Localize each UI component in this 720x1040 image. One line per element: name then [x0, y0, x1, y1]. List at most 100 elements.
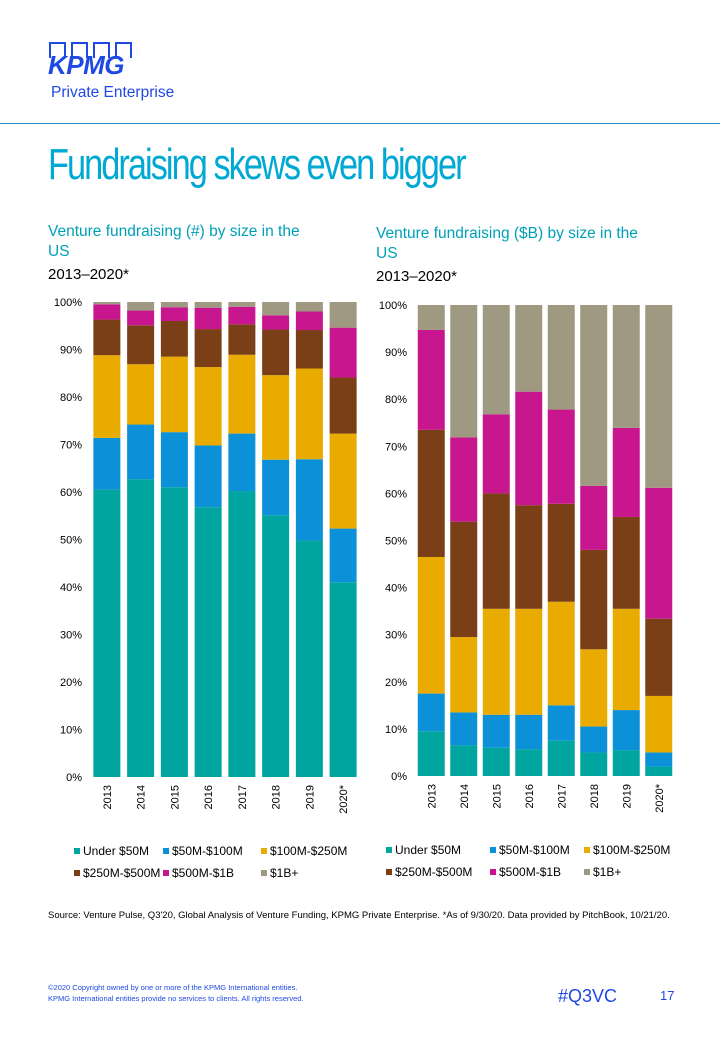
bar-segment	[450, 712, 478, 746]
bar-segment	[450, 745, 478, 776]
bar-segment	[228, 433, 256, 492]
bar-segment	[127, 364, 155, 425]
bar-segment	[645, 618, 673, 696]
bar-segment	[127, 302, 155, 311]
bar-segment	[515, 305, 543, 392]
bar-segment	[547, 601, 575, 706]
bar-segment	[645, 752, 673, 767]
header-divider	[0, 123, 720, 124]
x-tick-label: 2018	[271, 785, 283, 809]
x-tick-label: 2013	[426, 784, 438, 808]
bar-segment	[93, 302, 121, 305]
bar-segment	[262, 459, 290, 516]
x-tick-label: 2019	[621, 784, 633, 808]
bar-segment	[547, 740, 575, 776]
y-tick-label: 80%	[60, 392, 82, 404]
legend-item: $500M-$1B	[490, 865, 561, 879]
bar-segment	[547, 705, 575, 741]
hashtag: #Q3VC	[558, 986, 618, 1006]
bar-segment	[127, 310, 155, 326]
bar-segment	[194, 329, 222, 368]
bar-segment	[612, 750, 640, 776]
legend-item: $250M-$500M	[386, 865, 472, 879]
legend-label: $500M-$1B	[172, 866, 235, 880]
y-tick-label: 40%	[60, 582, 82, 594]
bar-segment	[194, 302, 222, 308]
legend-label: $1B+	[593, 865, 622, 879]
bar-segment	[160, 302, 188, 308]
source-note: Source: Venture Pulse, Q3'20, Global Ana…	[48, 910, 670, 921]
bar-segment	[295, 459, 323, 541]
legend-swatch	[490, 869, 496, 875]
bar-segment	[645, 766, 673, 776]
y-tick-label: 30%	[385, 630, 407, 642]
bar-segment	[160, 432, 188, 488]
bar-segment	[295, 368, 323, 460]
legend-swatch	[74, 870, 80, 876]
bar-segment	[580, 549, 608, 650]
copyright-line-1: ©2020 Copyright owned by one or more of …	[48, 983, 298, 992]
x-tick-label: 2015	[169, 785, 181, 809]
bar-segment	[580, 752, 608, 776]
y-tick-label: 80%	[385, 394, 407, 406]
legend-label: Under $50M	[83, 844, 150, 858]
legend-item: $1B+	[584, 865, 621, 879]
x-tick-label: 2016	[524, 784, 536, 808]
bar-segment	[295, 302, 323, 312]
legend-label: $100M-$250M	[270, 844, 348, 858]
bar-segment	[612, 427, 640, 517]
bar-segment	[160, 321, 188, 357]
legend-swatch	[386, 869, 392, 875]
bar-segment	[93, 319, 121, 356]
bar-segment	[482, 608, 510, 715]
legend-swatch	[163, 848, 169, 854]
y-tick-label: 30%	[60, 630, 82, 642]
bar-segment	[417, 693, 445, 732]
legend-swatch	[261, 870, 267, 876]
bar-segment	[547, 305, 575, 410]
legend-label: $500M-$1B	[499, 865, 562, 879]
bar-segment	[127, 424, 155, 480]
bar-segment	[127, 325, 155, 365]
y-tick-label: 70%	[60, 440, 82, 452]
bar-segment	[160, 356, 188, 433]
bar-segment	[228, 324, 256, 355]
y-tick-label: 70%	[385, 441, 407, 453]
bar-segment	[262, 315, 290, 330]
x-tick-label: 2016	[203, 785, 215, 809]
legend-label: $1B+	[270, 866, 299, 880]
bar-segment	[645, 305, 673, 488]
bar-segment	[450, 437, 478, 522]
y-tick-label: 10%	[385, 724, 407, 736]
bar-segment	[417, 731, 445, 776]
y-tick-label: 100%	[379, 300, 407, 312]
y-tick-label: 20%	[385, 677, 407, 689]
legend-swatch	[386, 847, 392, 853]
page-number: 17	[660, 988, 675, 1003]
y-tick-label: 0%	[66, 772, 82, 784]
bar-segment	[547, 409, 575, 504]
bar-segment	[580, 485, 608, 550]
bar-segment	[417, 329, 445, 430]
x-tick-label: 2013	[102, 785, 114, 809]
bar-segment	[482, 493, 510, 609]
chart-2-title: Venture fundraising ($B) by size in the …	[376, 225, 638, 262]
y-tick-label: 100%	[54, 297, 82, 309]
x-tick-label: 2019	[304, 785, 316, 809]
legend-swatch	[74, 848, 80, 854]
legend-item: $50M-$100M	[490, 843, 570, 857]
bar-segment	[482, 747, 510, 776]
y-tick-label: 90%	[385, 347, 407, 359]
bar-segment	[580, 305, 608, 486]
kpmg-logo: KPMG Private Enterprise	[48, 40, 188, 110]
bar-segment	[515, 749, 543, 776]
x-tick-label: 2014	[459, 784, 471, 808]
y-tick-label: 0%	[391, 771, 407, 783]
bar-segment	[93, 304, 121, 320]
bar-segment	[262, 302, 290, 316]
bar-segment	[295, 311, 323, 331]
legend-item: $500M-$1B	[163, 866, 234, 880]
chart-1-title: Venture fundraising (#) by size in the U…	[48, 223, 300, 260]
bar-segment	[194, 367, 222, 446]
bar-segment	[329, 327, 357, 378]
